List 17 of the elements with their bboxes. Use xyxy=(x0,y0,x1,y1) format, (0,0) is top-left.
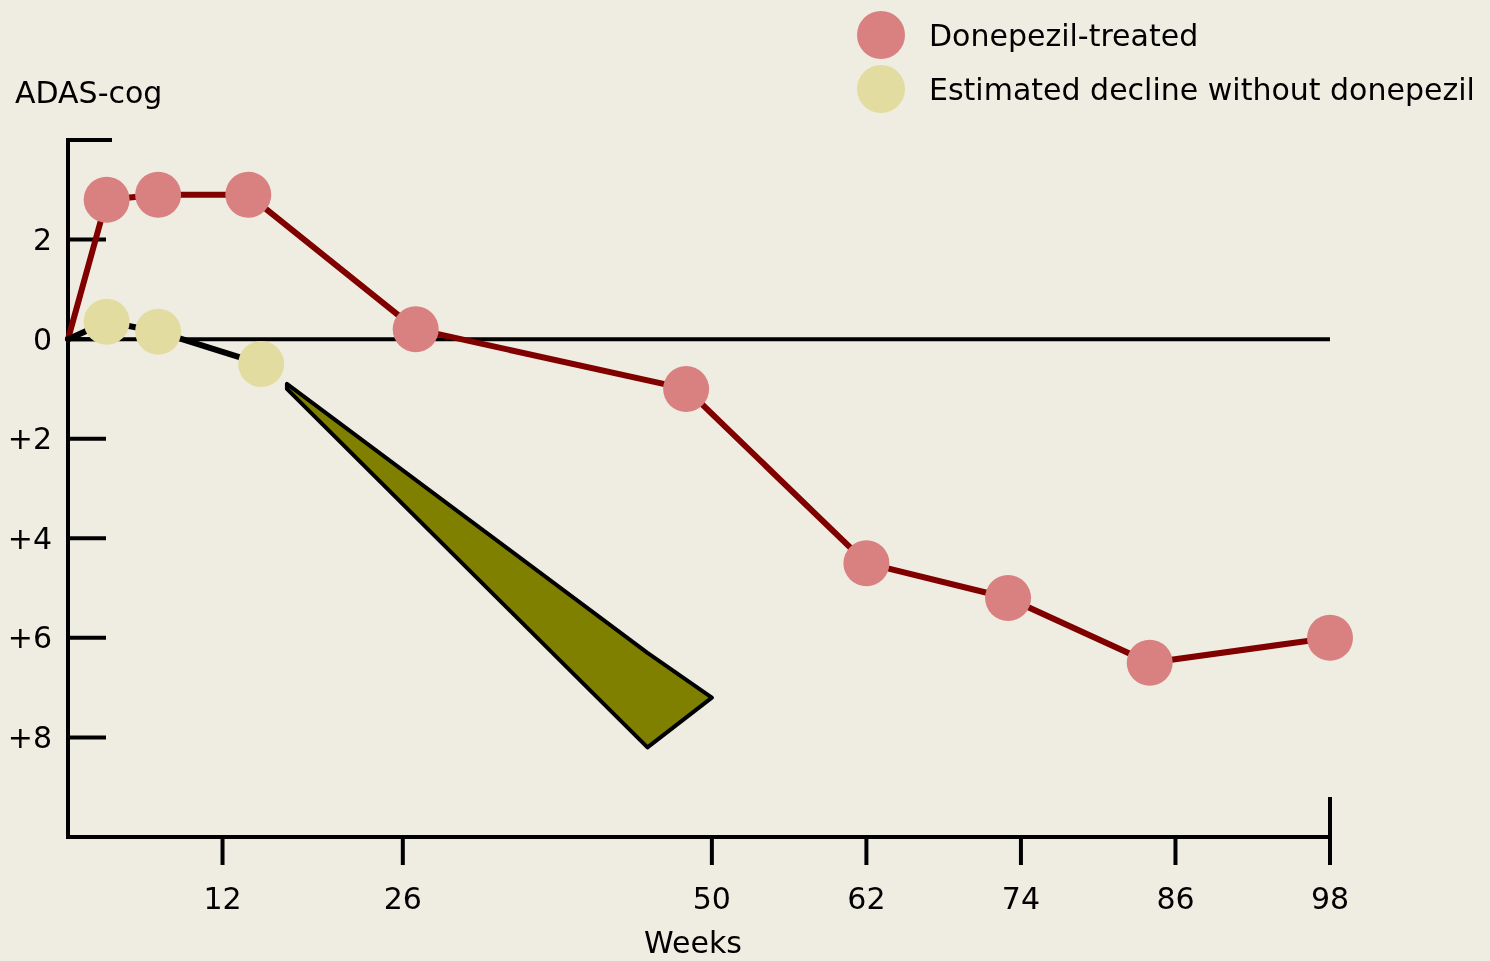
y-tick-label: +2 xyxy=(7,421,52,457)
y-tick-label: 0 xyxy=(32,321,52,357)
x-tick-label: 98 xyxy=(1310,880,1350,916)
x-tick-label: 12 xyxy=(203,880,242,916)
y-tick-label: +8 xyxy=(7,719,52,755)
x-axis-title: Weeks xyxy=(644,924,742,960)
x-tick-label: 86 xyxy=(1156,880,1195,916)
legend-label: Estimated decline without donepezil xyxy=(929,71,1475,107)
y-tick-label: +6 xyxy=(7,620,52,656)
x-tick-label: 50 xyxy=(692,880,731,916)
x-tick-label: 62 xyxy=(847,880,886,916)
y-tick-label: 2 xyxy=(32,222,52,258)
x-tick-label: 26 xyxy=(383,880,422,916)
x-tick-label: 74 xyxy=(1001,880,1041,916)
y-tick-label: +4 xyxy=(7,520,52,556)
legend-label: Donepezil-treated xyxy=(929,17,1199,53)
y-axis-title: ADAS-cog xyxy=(15,74,163,110)
